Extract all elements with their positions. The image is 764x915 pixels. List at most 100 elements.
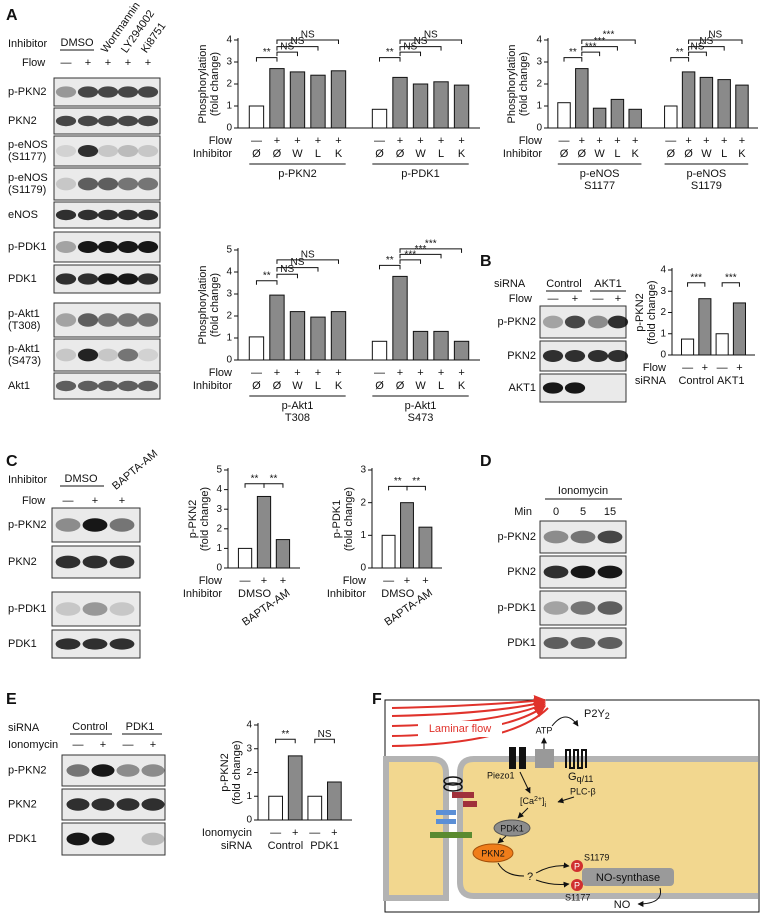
blot-row-label: (S1177) (8, 151, 46, 163)
row-value: W (415, 380, 426, 392)
diagram-label: PKN2 (481, 848, 505, 858)
bar (412, 83, 429, 129)
row-label: Flow (643, 362, 666, 374)
significance-label: *** (404, 250, 416, 261)
blot-band (55, 555, 81, 569)
y-tick-label: 2 (226, 311, 232, 322)
bar (418, 526, 433, 569)
blot-row-label: eNOS (8, 209, 38, 221)
significance-label: NS (318, 729, 332, 740)
row-label: Inhibitor (193, 380, 232, 392)
blot-band (117, 348, 139, 362)
bar (433, 81, 449, 129)
row-value: W (594, 148, 605, 160)
y-tick-label: 3 (246, 743, 252, 754)
bar (269, 68, 285, 129)
blot-band (117, 313, 139, 327)
blot-band (137, 145, 159, 157)
label-box (418, 721, 502, 737)
significance-label: NS (699, 36, 713, 47)
significance-label: NS (291, 36, 305, 47)
blot-band (137, 241, 159, 253)
significance-label: *** (415, 244, 427, 255)
y-tick-label: 1 (226, 101, 232, 112)
blot-band (570, 637, 596, 649)
diagram-label: NO-synthase (596, 872, 660, 884)
lane-label: + (85, 57, 91, 69)
diagram-label: S1179 (584, 852, 609, 862)
blot-header: Inhibitor (8, 38, 47, 50)
y-tick-label: 3 (216, 504, 222, 515)
diagram-label: P (574, 861, 580, 871)
significance-label: NS (424, 30, 438, 41)
y-tick-label: 0 (660, 350, 666, 361)
lane-label: — (61, 57, 72, 69)
row-value: + (261, 575, 267, 587)
row-value: Ø (578, 148, 587, 160)
blot-band (82, 518, 108, 532)
group-label: DMSO (238, 588, 271, 600)
significance-label: *** (690, 272, 702, 283)
row-value: + (685, 135, 691, 147)
row-value: Ø (396, 380, 405, 392)
lane-label: + (572, 293, 578, 305)
blot-band (543, 601, 569, 615)
blot-band (77, 115, 99, 127)
blot-band (570, 530, 596, 544)
y-tick-label: 1 (360, 530, 366, 541)
arrow (497, 835, 507, 844)
lane-label: + (92, 495, 98, 507)
row-label: siRNA (635, 375, 667, 387)
row-value: W (415, 148, 426, 160)
bar (392, 275, 408, 361)
blot-strip (51, 591, 141, 627)
row-label: Inhibitor (327, 588, 366, 600)
bar (681, 338, 695, 356)
row-value: — (240, 575, 251, 587)
blot-band (116, 764, 140, 777)
y-tick-label: 1 (660, 328, 666, 339)
bar (248, 336, 265, 361)
blot-band (607, 315, 629, 329)
blot-band (55, 115, 77, 127)
significance-label: ** (263, 270, 271, 281)
diagram-label: P2Y2 (584, 708, 610, 721)
row-label: Flow (209, 135, 232, 147)
significance-label: ** (386, 47, 394, 58)
bar (330, 311, 347, 361)
blot-band (543, 530, 569, 544)
diagram-label: [Ca2+]i (520, 796, 547, 809)
significance-bracket (721, 282, 740, 287)
bar (371, 108, 388, 129)
significance-label: NS (403, 42, 417, 53)
bar (275, 539, 291, 569)
significance-label: ** (263, 47, 271, 58)
y-tick-label: 3 (360, 465, 366, 476)
row-value: Ø (252, 380, 261, 392)
group-label: S473 (408, 412, 434, 424)
blot-band (77, 86, 99, 98)
blot-band (137, 380, 159, 392)
blot-column: Control (546, 278, 581, 290)
row-value: + (739, 135, 745, 147)
blot-band (109, 518, 135, 532)
blot-row-label: PDK1 (8, 273, 37, 285)
blot-band (55, 518, 81, 532)
row-value: Ø (667, 148, 676, 160)
blot-band (137, 115, 159, 127)
flow-arrow (391, 702, 547, 727)
blot-band (570, 601, 596, 615)
junction-protein (436, 819, 456, 824)
lane-label: + (105, 57, 111, 69)
row-value: L (315, 380, 321, 392)
row-value: — (251, 367, 262, 379)
y-tick-label: 1 (246, 791, 252, 802)
diagram-label: Laminar flow (429, 723, 491, 735)
blot-band (55, 177, 77, 191)
row-value: + (422, 575, 428, 587)
significance-bracket (255, 57, 278, 62)
significance-label: ** (251, 473, 259, 484)
significance-bracket (581, 51, 601, 57)
blot-band (55, 209, 77, 221)
row-value: + (274, 367, 280, 379)
